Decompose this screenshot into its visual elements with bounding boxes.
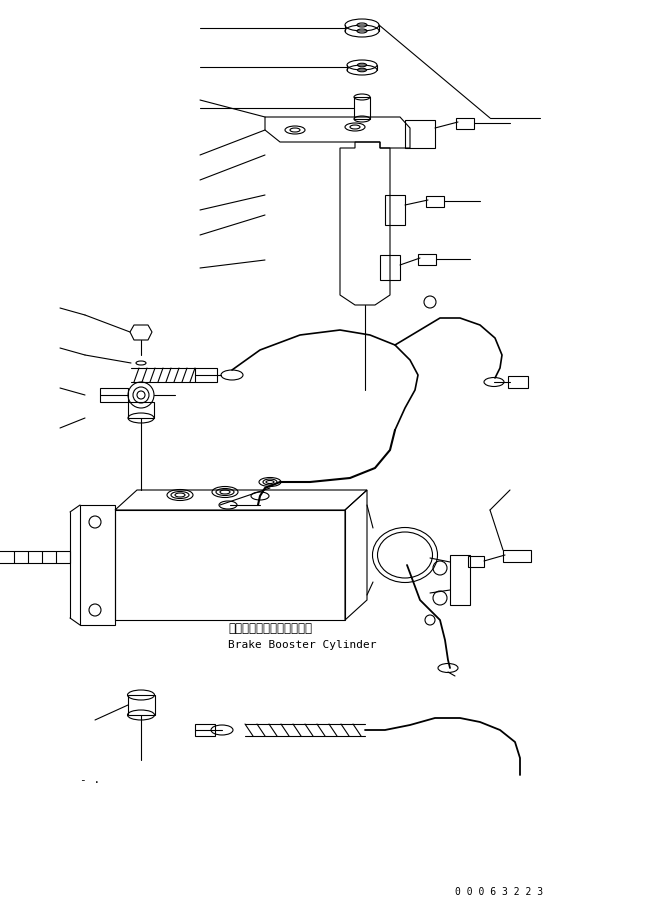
Bar [456, 118, 474, 129]
Text: 0 0 0 6 3 2 2 3: 0 0 0 6 3 2 2 3 [455, 887, 543, 897]
Bar [195, 368, 217, 382]
Bar [195, 724, 215, 736]
Bar [450, 555, 470, 605]
Bar [503, 550, 531, 562]
Bar [426, 196, 444, 207]
Text: - .: - . [80, 775, 100, 785]
Bar [418, 254, 436, 265]
Bar [508, 376, 528, 388]
Text: Brake Booster Cylinder: Brake Booster Cylinder [228, 640, 377, 650]
Text: ブレーキブースタシリンダ: ブレーキブースタシリンダ [228, 621, 312, 635]
Bar [468, 556, 484, 567]
